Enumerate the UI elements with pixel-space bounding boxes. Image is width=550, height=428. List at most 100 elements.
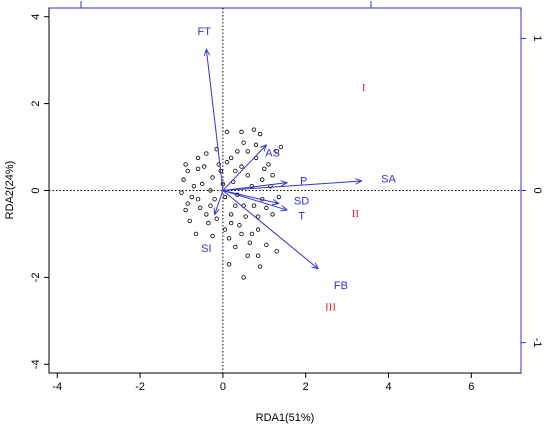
sample-point [228, 155, 234, 161]
sample-point [233, 203, 238, 208]
sample-point [195, 155, 201, 161]
sample-point [210, 175, 215, 180]
vector-sd [222, 190, 279, 204]
vector-as [222, 145, 266, 191]
sample-point [195, 166, 201, 171]
right-tick-label: 1 [531, 35, 543, 41]
vector-label-sd: SD [294, 195, 309, 207]
sample-point [208, 188, 213, 193]
right-axis-ticks: -1 0 1 [521, 35, 543, 347]
sample-point [245, 173, 250, 178]
x-axis-ticks: -4 -2 0 2 4 6 [52, 373, 474, 393]
sample-point [195, 196, 201, 202]
sample-points [179, 127, 284, 280]
sample-point [233, 244, 238, 250]
sample-point [255, 214, 261, 219]
sample-point [255, 253, 261, 258]
sample-point [255, 227, 261, 232]
sample-point [181, 177, 186, 182]
sample-point [251, 127, 257, 132]
sample-point [233, 168, 238, 174]
sample-point [206, 220, 211, 226]
vector-p [222, 183, 287, 191]
vector-label-as: AS [265, 147, 280, 159]
sample-point [191, 183, 197, 189]
sample-point [202, 164, 207, 169]
y-axis-ticks: -4 -2 0 2 4 [30, 14, 49, 369]
sample-point [220, 181, 226, 187]
sample-point [235, 149, 240, 154]
y-tick-label: 0 [30, 187, 42, 193]
vector-t [222, 190, 287, 211]
vector-label-t: T [298, 210, 305, 222]
sample-point [228, 212, 234, 217]
sample-point [270, 173, 275, 178]
sample-point [257, 264, 263, 269]
sample-point [187, 218, 192, 224]
sample-point [222, 227, 228, 232]
vector-si [215, 190, 224, 215]
sample-point [183, 162, 188, 167]
sample-point [179, 190, 184, 195]
y-tick-label: -2 [30, 273, 42, 283]
group-label-1: I [362, 82, 366, 94]
sample-point [212, 196, 217, 202]
y-tick-label: 2 [30, 101, 42, 107]
sample-point [224, 129, 230, 135]
sample-point [241, 275, 246, 280]
vector-ft [206, 49, 224, 191]
sample-point [245, 149, 250, 154]
x-tick-label: 0 [220, 381, 226, 393]
sample-point [224, 160, 230, 165]
sample-point [222, 194, 228, 200]
sample-point [185, 201, 190, 206]
sample-point [239, 164, 244, 169]
sample-point [278, 144, 284, 150]
sample-point [266, 162, 271, 167]
sample-point [226, 236, 232, 241]
vector-sa [222, 181, 362, 191]
sample-point [204, 151, 209, 156]
vector-label-sa: SA [381, 174, 396, 186]
y-axis-title: RDA2(24%) [4, 161, 16, 220]
sample-point [257, 131, 263, 137]
sample-point [264, 205, 269, 211]
sample-point [249, 231, 255, 237]
sample-point [274, 249, 279, 254]
sample-point [199, 181, 205, 187]
sample-point [210, 233, 215, 239]
x-tick-label: -2 [135, 381, 145, 393]
sample-point [193, 231, 199, 237]
sample-point [239, 129, 244, 135]
environment-vectors: FT AS SA P SD T FB SI [198, 26, 397, 292]
sample-point [239, 231, 244, 237]
sample-point [245, 253, 250, 258]
sample-point [274, 149, 279, 154]
sample-point [197, 205, 203, 211]
x-tick-label: 4 [385, 381, 391, 393]
x-tick-label: 2 [303, 381, 309, 393]
sample-point [251, 203, 257, 208]
sample-point [241, 140, 246, 145]
vector-label-fb: FB [334, 280, 348, 292]
y-tick-label: 4 [30, 14, 42, 20]
sample-point [249, 183, 255, 189]
x-tick-label: 6 [468, 381, 474, 393]
right-tick-label: -1 [531, 338, 543, 348]
sample-point [237, 223, 242, 228]
sample-point [276, 194, 281, 200]
group-label-2: II [352, 208, 360, 220]
sample-point [226, 262, 232, 267]
sample-point [243, 214, 248, 219]
sample-point [204, 212, 209, 217]
sample-point [260, 177, 265, 182]
right-tick-label: 0 [531, 187, 543, 193]
sample-point [208, 203, 213, 208]
vector-fb [222, 190, 318, 269]
sample-point [247, 240, 253, 245]
sample-point [253, 142, 259, 148]
x-tick-label: -4 [52, 381, 62, 393]
sample-point [185, 168, 190, 174]
